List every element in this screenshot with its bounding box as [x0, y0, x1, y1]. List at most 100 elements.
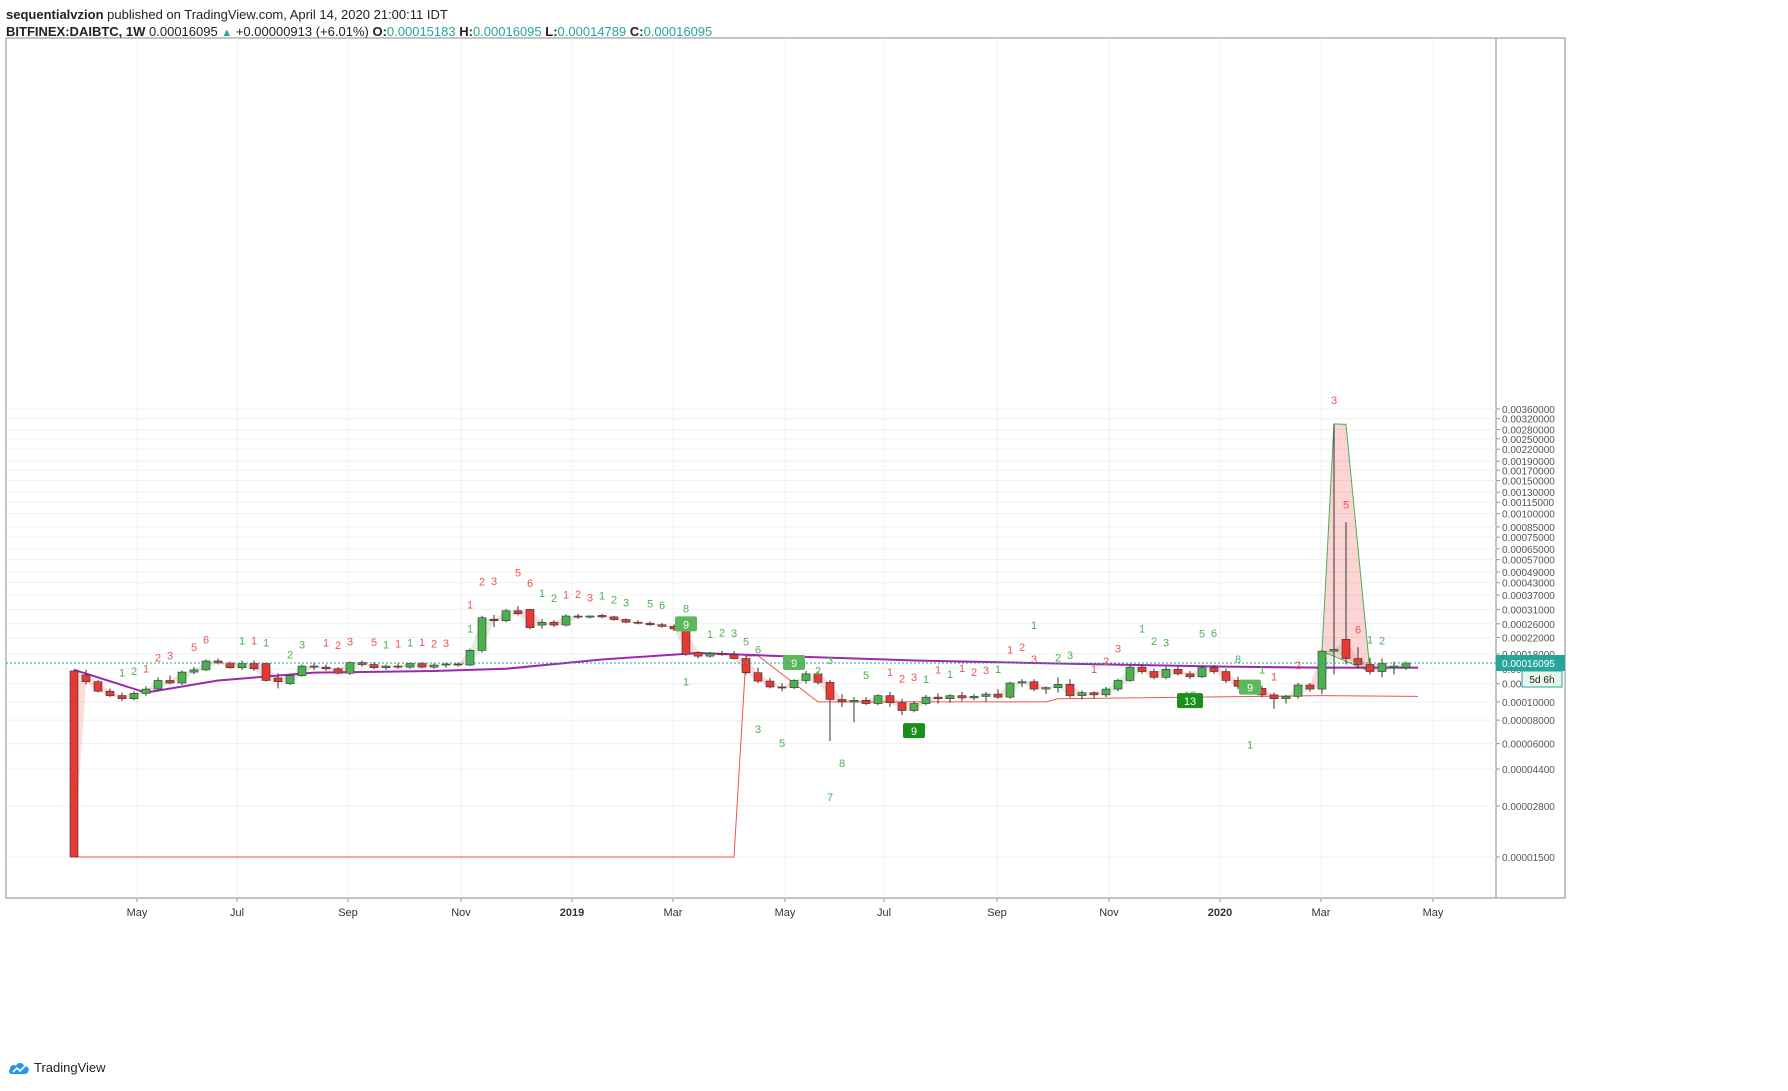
candle: [165, 675, 175, 685]
setup-count-label: 1: [539, 588, 545, 600]
candle: [585, 615, 595, 619]
candle-body: [369, 664, 379, 668]
y-tick-label: 0.00004400: [1502, 765, 1555, 776]
candle-body: [1053, 684, 1063, 688]
y-tick-label: 0.00006000: [1502, 740, 1555, 751]
setup-count-label: 3: [1331, 395, 1337, 407]
y-tick-label: 0.00320000: [1502, 415, 1555, 426]
candle-body: [189, 669, 199, 673]
setup-count-label: 6: [527, 578, 533, 590]
y-tick-label: 0.00075000: [1502, 533, 1555, 544]
setup-count-label: 2: [1055, 652, 1061, 664]
setup-count-label: 2: [611, 595, 617, 607]
candle: [381, 664, 391, 670]
candle: [957, 691, 967, 702]
y-tick-label: 0.00026000: [1502, 620, 1555, 631]
candle-body: [633, 621, 643, 624]
candle: [1209, 665, 1219, 674]
candle: [765, 677, 775, 689]
candle-body: [729, 654, 739, 659]
candle-body: [237, 663, 247, 668]
symbol-label[interactable]: BITFINEX:DAIBTC, 1W: [6, 24, 146, 39]
setup-count-label: 1: [923, 674, 929, 686]
setup-count-label: 2: [155, 652, 161, 664]
x-tick-label: Nov: [1099, 907, 1119, 919]
candle-body: [645, 622, 655, 626]
candle-body: [201, 660, 211, 671]
x-tick-label: May: [775, 907, 796, 919]
candle-body: [1269, 694, 1279, 700]
candle-body: [1281, 696, 1291, 700]
candle-body: [1005, 682, 1015, 698]
candle-body: [1029, 681, 1039, 690]
candle: [885, 691, 895, 707]
candle: [813, 670, 823, 685]
x-tick-label: Sep: [987, 907, 1007, 919]
candles: [69, 423, 1411, 858]
setup-count-label: 5: [779, 738, 785, 750]
candle: [729, 651, 739, 660]
setup-count-label: 1: [563, 589, 569, 601]
candle: [897, 698, 907, 716]
setup-count-label: 1: [407, 637, 413, 649]
badge: 9: [1239, 679, 1261, 695]
setup-count-label: 1: [323, 638, 329, 650]
candle-body: [93, 681, 103, 692]
setup-count-label: 8: [839, 758, 845, 770]
low-value: 0.00014789: [557, 24, 627, 39]
candle: [429, 663, 439, 669]
candle: [777, 683, 787, 692]
setup-count-label: 6: [659, 600, 665, 612]
candle: [309, 662, 319, 670]
candle-body: [1221, 671, 1231, 681]
candle-body: [1329, 649, 1339, 652]
candle-body: [477, 617, 487, 651]
candle: [1101, 687, 1111, 698]
candle-body: [405, 663, 415, 668]
candle: [321, 664, 331, 671]
candle-body: [585, 615, 595, 618]
candle-body: [1401, 662, 1411, 668]
candle: [1365, 657, 1375, 675]
cloud-icon: [8, 1062, 29, 1074]
candle-body: [1185, 673, 1195, 678]
candle: [1029, 679, 1039, 692]
candle-body: [609, 616, 619, 620]
candle-body: [1173, 669, 1183, 675]
publisher-name[interactable]: sequentialvzion: [6, 7, 104, 22]
candle: [981, 691, 991, 702]
candle: [261, 662, 271, 682]
candle-body: [129, 693, 139, 700]
setup-count-label: 3: [491, 576, 497, 588]
setup-count-label: 1: [707, 629, 713, 641]
candle: [873, 694, 883, 706]
candle-body: [1305, 684, 1315, 690]
y-tick-label: 0.00057000: [1502, 556, 1555, 567]
badge: 9: [903, 723, 925, 739]
last-price: 0.00016095: [149, 24, 218, 39]
candle-body: [177, 671, 187, 684]
candle-body: [1017, 681, 1027, 684]
candle-body: [1113, 680, 1123, 690]
setup-count-label: 6: [203, 634, 209, 646]
candle-body: [861, 699, 871, 704]
tdst-support-line: [74, 655, 1419, 858]
setup-count-label: 2: [1019, 642, 1025, 654]
setup-count-label: 3: [755, 724, 761, 736]
candle-body: [501, 610, 511, 622]
setup-count-label: 2: [431, 638, 437, 650]
setup-count-label: 3: [1067, 650, 1073, 662]
badge-box: [783, 654, 805, 670]
countdown-badge-label: 5d 6h: [1529, 675, 1554, 686]
candle: [573, 614, 583, 619]
x-tick-label: Jul: [230, 907, 244, 919]
ohlc-legend: BITFINEX:DAIBTC, 1W 0.00016095 ▲ +0.0000…: [6, 23, 712, 42]
setup-count-label: 8: [683, 604, 689, 616]
candle: [1197, 665, 1207, 678]
setup-count-label: 3: [827, 655, 833, 667]
candle-body: [453, 663, 463, 666]
candle: [657, 622, 667, 628]
candle-body: [1353, 658, 1363, 665]
tradingview-logo[interactable]: TradingView: [8, 1060, 106, 1075]
